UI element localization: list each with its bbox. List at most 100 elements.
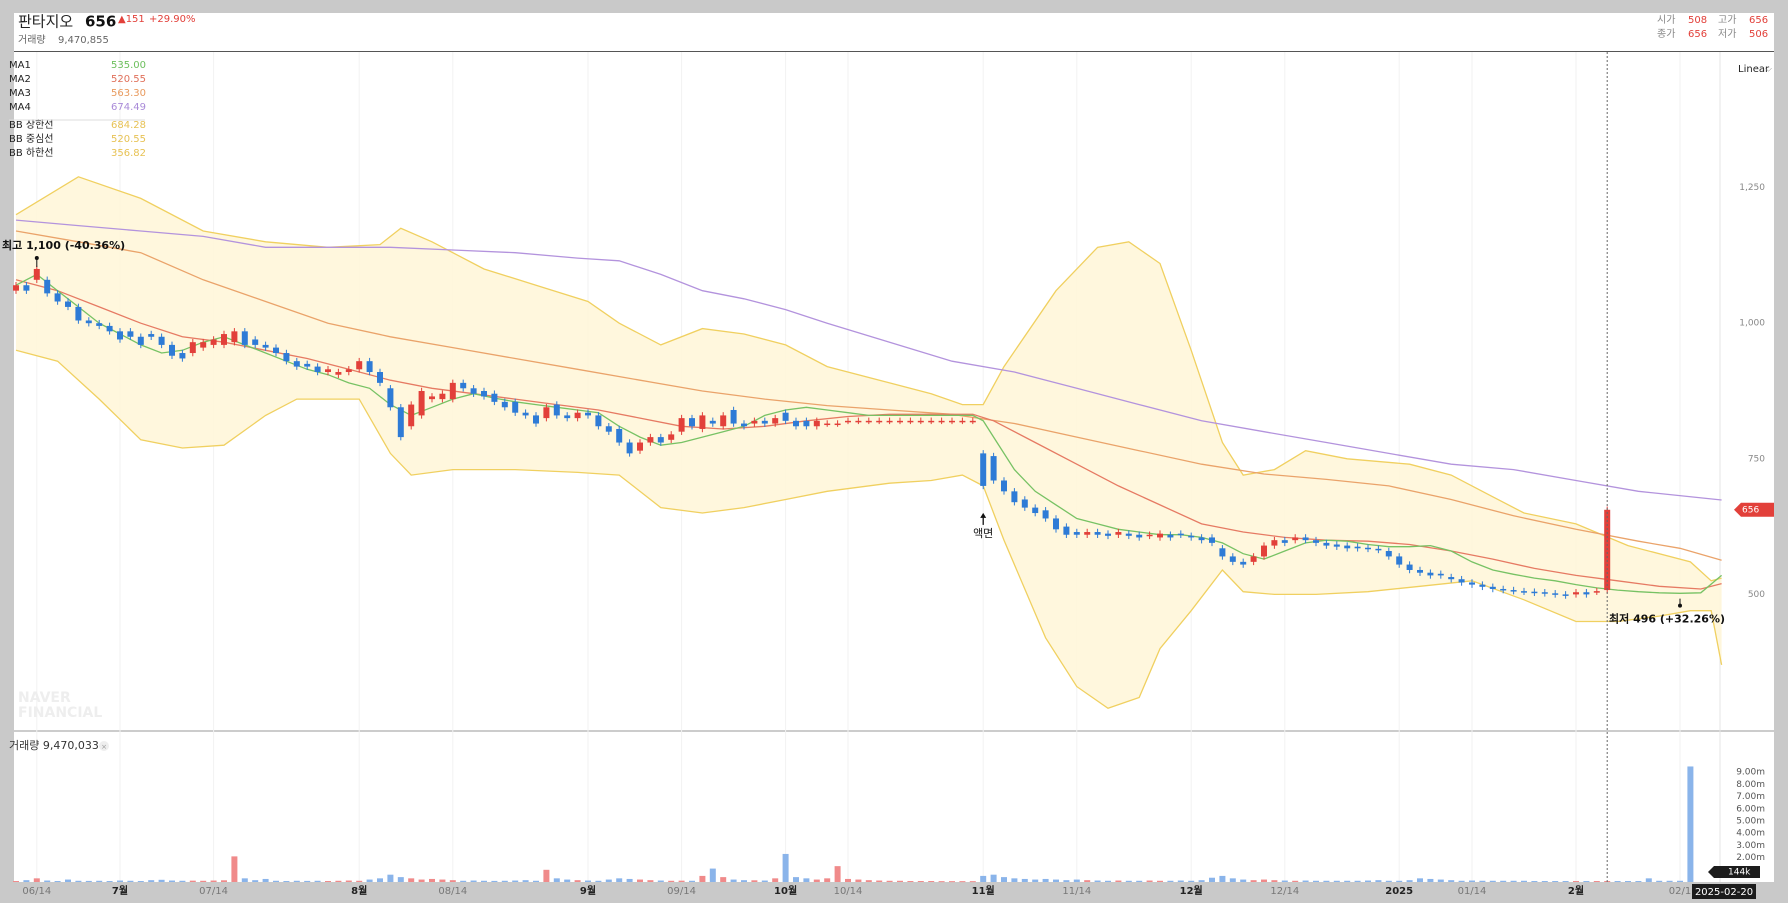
candle-body: [938, 420, 945, 423]
volume-bar: [1313, 880, 1319, 882]
volume-bars: [13, 766, 1694, 883]
volume-bar: [897, 880, 903, 882]
volume-bar: [293, 880, 300, 882]
volume-bar: [1354, 880, 1361, 882]
volume-bar: [1687, 766, 1694, 882]
scale-mode-label: Linear: [1738, 64, 1770, 75]
volume-bar: [730, 879, 737, 882]
candle-body: [741, 423, 747, 427]
last-volume-label: 144k: [1728, 868, 1751, 878]
candle-body: [304, 363, 311, 367]
volume-bar: [1656, 880, 1663, 882]
volume-label: 거래량: [18, 34, 46, 46]
x-tick-label: 7월: [112, 885, 128, 897]
annotation-dot: [34, 255, 39, 260]
candle-body: [751, 420, 758, 424]
volume-bar: [1001, 877, 1007, 882]
close-label: 종가: [1657, 28, 1675, 40]
candle-body: [699, 415, 706, 429]
volume-bar: [96, 880, 103, 882]
volume-bar: [772, 878, 779, 882]
candle-body: [1365, 547, 1371, 550]
legend-value: 563.30: [111, 88, 146, 99]
candle-body: [761, 420, 768, 424]
low-value: 506: [1749, 29, 1768, 40]
legend-label: MA1: [9, 60, 31, 71]
volume-bar: [1458, 880, 1465, 882]
candle-body: [293, 361, 300, 367]
candle-body: [85, 320, 92, 324]
volume-bar: [1541, 881, 1548, 883]
x-tick-label: 09/14: [667, 886, 696, 897]
candle-body: [1032, 507, 1039, 514]
volume-bar: [1531, 881, 1538, 883]
candle-body: [179, 353, 186, 359]
last-date-label: 2025-02-20: [1695, 887, 1753, 898]
last-price-marker: 656: [1734, 502, 1774, 517]
candle-body: [616, 428, 623, 443]
volume-bar: [647, 880, 654, 882]
volume-bar: [366, 879, 373, 882]
time-axis: 06/14 7월 07/14 8월 08/14 9월 09/14 10월 10/14 11월 11/…: [22, 885, 1691, 897]
candle-body: [1583, 592, 1590, 595]
candle-body: [44, 279, 51, 294]
watermark-line-2: FINANCIAL: [18, 705, 102, 721]
candle-body: [1313, 540, 1319, 543]
indicator-legend: MA1 535.00 MA2 520.55 MA3 563.30 MA4 674.49 BB 상…: [9, 60, 146, 159]
candle-body: [221, 334, 227, 345]
volume-bar: [543, 869, 550, 882]
candle-body: [1573, 592, 1579, 595]
header-bar: [14, 13, 1774, 51]
candle-body: [793, 420, 799, 427]
legend-label: BB 상한선: [9, 119, 54, 131]
candle-body: [1157, 533, 1163, 538]
candle-body: [241, 331, 248, 345]
volume-bar: [533, 880, 539, 882]
volume-bar: [699, 875, 706, 882]
x-tick-label: 11월: [972, 885, 995, 897]
price-axis: 1,250 1,000 750 500: [1739, 183, 1765, 600]
volume-bar: [1229, 878, 1236, 882]
volume-bar: [834, 866, 841, 882]
volume-panel-close-button[interactable]: ×: [99, 741, 109, 751]
x-tick-label: 10/14: [834, 886, 863, 897]
volume-bar: [1146, 880, 1153, 882]
candle-body: [491, 393, 498, 402]
x-tick-label: 9월: [580, 885, 596, 897]
volume-bar: [439, 879, 446, 882]
candle-body: [647, 437, 654, 443]
candle-body: [127, 331, 134, 337]
volume-bar: [335, 880, 342, 882]
ma1-line: [15, 273, 1723, 594]
candle-body: [1427, 572, 1434, 576]
volume-bar: [1063, 880, 1070, 882]
candle-body: [1458, 579, 1465, 583]
volume-tick-label: 3.00m: [1736, 841, 1765, 851]
volume-bar: [262, 878, 269, 882]
scale-mode-dropdown[interactable]: Linear ⌵: [1730, 58, 1774, 78]
volume-panel-label: 거래량 9,470,033: [9, 739, 99, 752]
annotation-par-value: 액면: [973, 527, 993, 540]
candle-body: [23, 285, 30, 291]
legend-label: MA4: [9, 102, 31, 113]
candle-body: [54, 293, 61, 302]
candle-body: [189, 342, 196, 354]
x-tick-label: 10월: [774, 885, 797, 897]
volume-bar: [678, 880, 685, 882]
candle-body: [657, 437, 664, 443]
volume-bar: [304, 880, 311, 882]
volume-bar: [397, 877, 404, 882]
volume-bar: [512, 880, 519, 882]
legend-label: MA3: [9, 88, 31, 99]
volume-tick-label: 5.00m: [1736, 817, 1765, 827]
volume-bar: [1261, 879, 1267, 882]
volume-bar: [429, 878, 435, 882]
volume-bar: [1177, 880, 1184, 882]
candle-body: [1188, 535, 1195, 538]
volume-bar: [574, 880, 581, 882]
open-label: 시가: [1657, 14, 1675, 26]
volume-bar: [1489, 880, 1496, 882]
y-tick-label: 750: [1748, 454, 1765, 464]
candle-body: [834, 423, 841, 426]
candle-body: [1105, 533, 1111, 536]
